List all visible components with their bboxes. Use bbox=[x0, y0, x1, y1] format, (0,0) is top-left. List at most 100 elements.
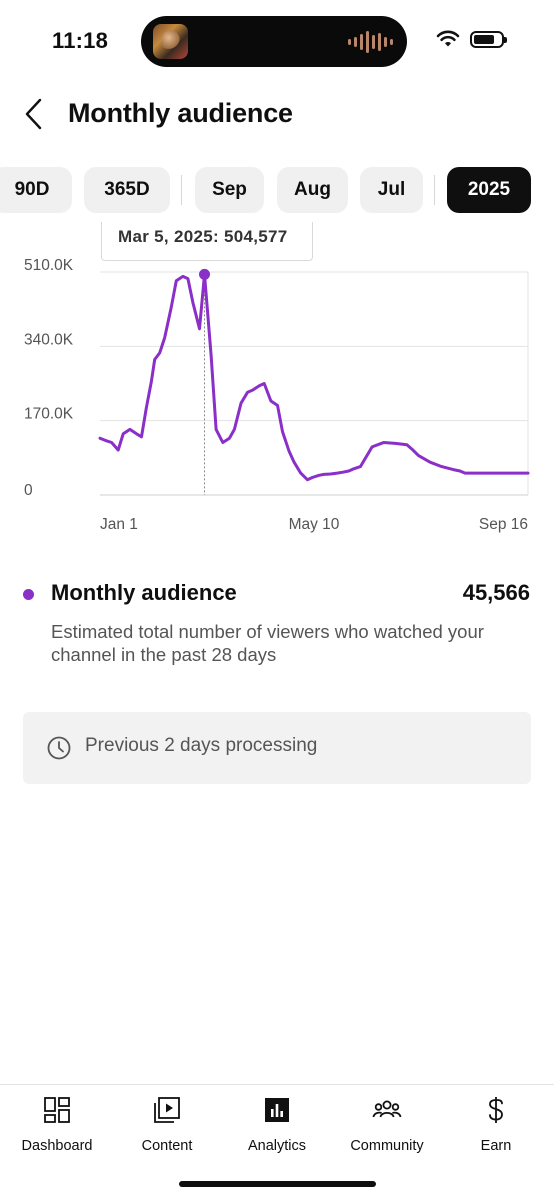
data-point bbox=[209, 353, 213, 357]
data-point bbox=[169, 305, 173, 309]
data-point bbox=[163, 336, 167, 340]
nav-analytics[interactable]: Analytics bbox=[222, 1095, 332, 1157]
page-header: Monthly audience bbox=[0, 88, 554, 140]
back-button[interactable] bbox=[16, 96, 52, 132]
data-point bbox=[451, 468, 455, 472]
data-point bbox=[198, 327, 202, 331]
data-point bbox=[287, 449, 291, 453]
data-point bbox=[410, 447, 414, 451]
nav-dashboard[interactable]: Dashboard bbox=[2, 1095, 112, 1157]
processing-notice-text: Previous 2 days processing bbox=[85, 735, 318, 756]
data-point bbox=[149, 379, 153, 383]
nav-label: Dashboard bbox=[21, 1138, 93, 1154]
data-point bbox=[428, 460, 432, 464]
data-point bbox=[139, 435, 143, 439]
battery-icon bbox=[470, 30, 507, 48]
data-point bbox=[227, 436, 231, 440]
data-point bbox=[335, 471, 339, 475]
data-point bbox=[440, 465, 444, 469]
period-chip-bar: 90D 365D Sep Aug Jul 2025 bbox=[0, 167, 554, 213]
nav-earn[interactable]: Earn bbox=[441, 1095, 551, 1157]
chip-365d[interactable]: 365D bbox=[84, 167, 170, 213]
y-tick-label: 340.0K bbox=[24, 331, 74, 348]
x-tick-label: Sep 16 bbox=[479, 516, 528, 533]
chip-divider bbox=[434, 175, 435, 205]
data-point bbox=[310, 476, 314, 480]
bottom-navigation: Dashboard Content Analytics Community bbox=[0, 1084, 554, 1200]
data-point bbox=[186, 277, 190, 281]
home-indicator bbox=[179, 1181, 376, 1187]
data-point bbox=[121, 432, 125, 436]
data-point bbox=[144, 406, 148, 410]
data-point bbox=[153, 357, 157, 361]
series-line-monthly-audience bbox=[98, 272, 530, 482]
data-point bbox=[251, 388, 255, 392]
data-point bbox=[516, 471, 520, 475]
data-point bbox=[370, 445, 374, 449]
data-point bbox=[246, 390, 250, 394]
data-point bbox=[405, 443, 409, 447]
data-point bbox=[417, 454, 421, 458]
data-point bbox=[262, 382, 266, 386]
legend-dot bbox=[23, 589, 34, 600]
dynamic-island[interactable] bbox=[141, 16, 407, 67]
nav-community[interactable]: Community bbox=[332, 1095, 442, 1157]
data-point bbox=[128, 427, 132, 431]
nav-label: Earn bbox=[480, 1138, 512, 1154]
chart-tooltip: Mar 5, 2025: 504,577 bbox=[101, 222, 313, 261]
chevron-left-icon bbox=[25, 98, 42, 130]
status-time: 11:18 bbox=[52, 28, 109, 53]
nav-content[interactable]: Content bbox=[112, 1095, 222, 1157]
data-point bbox=[181, 274, 185, 278]
dashboard-icon bbox=[44, 1097, 70, 1123]
chip-2025[interactable]: 2025 bbox=[447, 167, 531, 213]
data-point bbox=[299, 471, 303, 475]
chip-aug[interactable]: Aug bbox=[277, 167, 348, 213]
community-icon bbox=[372, 1100, 402, 1118]
data-point bbox=[110, 441, 114, 445]
chip-sep[interactable]: Sep bbox=[195, 167, 264, 213]
data-point bbox=[358, 465, 362, 469]
wifi-icon bbox=[436, 30, 460, 47]
data-point bbox=[340, 470, 344, 474]
nav-label: Content bbox=[141, 1138, 193, 1154]
analytics-icon bbox=[265, 1098, 289, 1122]
x-tick-label: Jan 1 bbox=[100, 516, 138, 533]
data-point bbox=[292, 460, 296, 464]
data-point bbox=[280, 430, 284, 434]
x-tick-label: May 10 bbox=[289, 516, 340, 533]
data-point bbox=[257, 384, 261, 388]
data-point bbox=[526, 471, 530, 475]
chip-jul[interactable]: Jul bbox=[360, 167, 423, 213]
page-title: Monthly audience bbox=[68, 98, 293, 128]
now-playing-artwork bbox=[153, 24, 188, 59]
data-point bbox=[134, 432, 138, 436]
data-point bbox=[493, 471, 497, 475]
earn-icon bbox=[489, 1097, 503, 1123]
processing-notice: Previous 2 days processing bbox=[23, 712, 531, 784]
data-point bbox=[317, 473, 321, 477]
monthly-audience-chart[interactable]: 510.0K 340.0K 170.0K 0 Jan 1 May 10 Sep 16 Ma… bbox=[0, 222, 554, 542]
data-point bbox=[232, 427, 236, 431]
data-point bbox=[521, 471, 525, 475]
data-point bbox=[214, 427, 218, 431]
chip-90d[interactable]: 90D bbox=[0, 167, 72, 213]
content-icon bbox=[154, 1097, 180, 1123]
data-point bbox=[475, 471, 479, 475]
data-point bbox=[458, 469, 462, 473]
data-point bbox=[116, 448, 120, 452]
data-point bbox=[481, 471, 485, 475]
chart-highlight-point bbox=[199, 268, 211, 280]
data-point bbox=[239, 401, 243, 405]
metric-description: Estimated total number of viewers who wa… bbox=[51, 621, 484, 665]
data-point bbox=[504, 471, 508, 475]
metric-value: 45,566 bbox=[462, 580, 530, 605]
line-chart: 510.0K 340.0K 170.0K 0 Jan 1 May 10 Sep 16 bbox=[24, 257, 530, 533]
y-tick-label: 170.0K bbox=[24, 406, 74, 423]
data-point bbox=[329, 472, 333, 476]
data-point bbox=[276, 403, 280, 407]
data-point bbox=[158, 351, 162, 355]
data-point bbox=[269, 399, 273, 403]
data-point bbox=[486, 471, 490, 475]
data-point bbox=[463, 471, 467, 475]
